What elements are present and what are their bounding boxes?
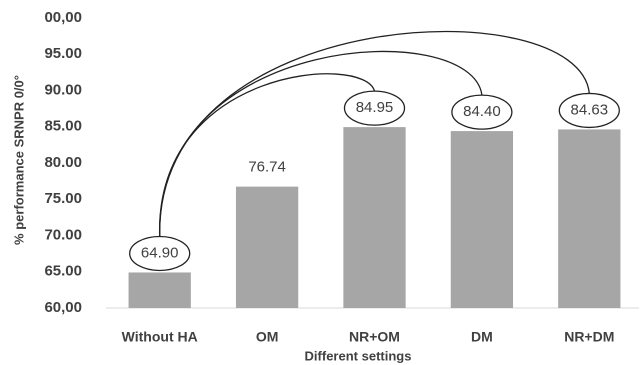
bar	[235, 186, 299, 308]
bar	[343, 127, 406, 308]
y-tick-label: 60,00	[44, 299, 82, 316]
x-tick-label: Without HA	[122, 329, 198, 345]
value-label: 64.90	[141, 244, 179, 261]
label-circle	[343, 90, 406, 126]
bar	[558, 129, 621, 308]
y-tick-label: 95.00	[44, 45, 82, 62]
y-tick-label: 65.00	[44, 263, 82, 280]
x-tick-label: NR+DM	[564, 329, 614, 345]
y-tick-label: 90.00	[44, 81, 82, 98]
value-label: 76.74	[248, 159, 286, 176]
link-arc	[159, 30, 590, 237]
y-axis-title: % performance SRNPR 0/0°	[11, 75, 26, 245]
value-label: 84.63	[571, 101, 609, 118]
bar	[450, 131, 514, 308]
x-tick-label: NR+OM	[349, 329, 400, 345]
x-tick-label: DM	[471, 329, 493, 345]
y-tick-label: 00,00	[44, 9, 82, 26]
y-tick-label: 75.00	[44, 190, 82, 207]
y-tick-label: 70.00	[44, 226, 82, 243]
link-arc	[159, 50, 483, 237]
x-tick-label: OM	[256, 329, 279, 345]
value-label: 84.40	[463, 103, 501, 120]
value-label: 84.95	[356, 99, 394, 116]
y-tick-label: 80.00	[44, 154, 82, 171]
x-axis-title: Different settings	[305, 348, 412, 363]
bar	[128, 272, 191, 308]
y-tick-label: 85.00	[44, 118, 82, 135]
